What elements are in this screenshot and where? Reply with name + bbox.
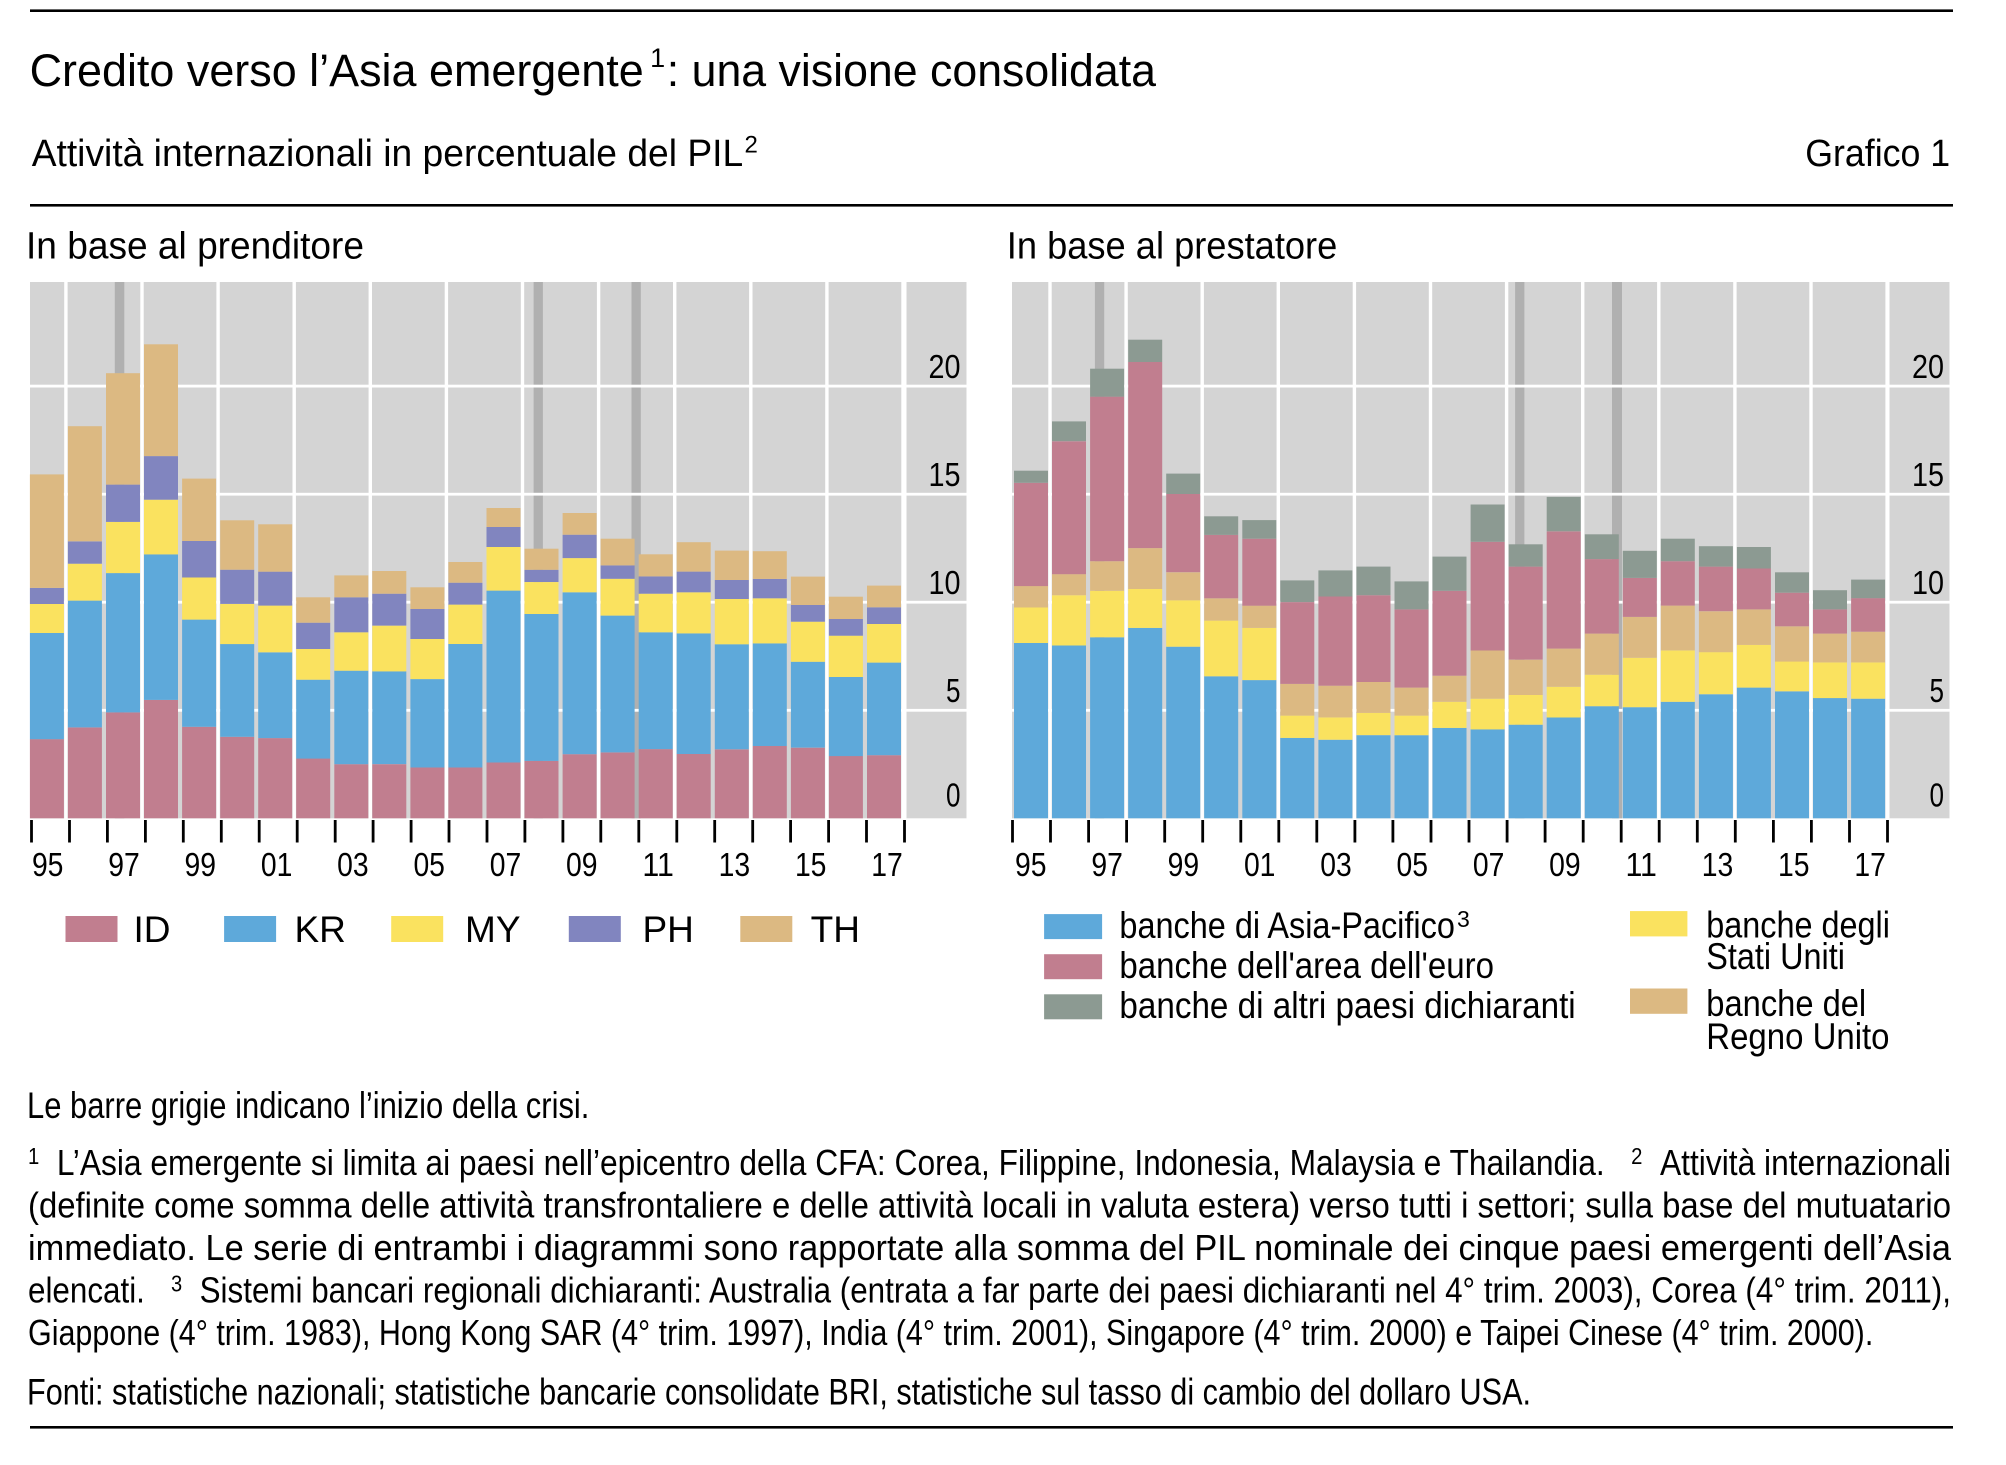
svg-text:Regno Unito: Regno Unito — [1706, 1016, 1889, 1057]
svg-text:09: 09 — [566, 846, 598, 883]
svg-text:immediato. Le serie di entramb: immediato. Le serie di entrambi i diagra… — [28, 1227, 1952, 1268]
svg-text:3: 3 — [1457, 906, 1470, 932]
svg-text:10: 10 — [1912, 564, 1944, 601]
svg-text:PH: PH — [643, 909, 694, 950]
svg-text:05: 05 — [1397, 846, 1429, 883]
svg-text:In base al prestatore: In base al prestatore — [1007, 226, 1338, 268]
svg-text:15: 15 — [1778, 846, 1810, 883]
svg-text:: una visione consolidata: : una visione consolidata — [667, 45, 1157, 96]
svg-text:0: 0 — [946, 776, 961, 813]
svg-text:banche del: banche del — [1706, 983, 1866, 1024]
svg-text:(definite come somma delle att: (definite come somma delle attività tran… — [28, 1185, 1951, 1226]
svg-text:20: 20 — [1912, 348, 1944, 385]
svg-text:17: 17 — [871, 846, 903, 883]
svg-text:10: 10 — [929, 564, 961, 601]
svg-text:20: 20 — [929, 348, 961, 385]
svg-text:07: 07 — [490, 846, 522, 883]
svg-text:97: 97 — [108, 846, 140, 883]
svg-text:MY: MY — [465, 909, 521, 950]
svg-text:15: 15 — [1912, 456, 1944, 493]
svg-text:Attività internazionali in per: Attività internazionali in percentuale d… — [32, 133, 744, 175]
svg-text:15: 15 — [929, 456, 961, 493]
svg-text:01: 01 — [261, 846, 293, 883]
svg-text:ID: ID — [134, 909, 171, 950]
svg-text:99: 99 — [1168, 846, 1200, 883]
svg-text:banche di altri paesi dichiara: banche di altri paesi dichiaranti — [1119, 985, 1575, 1026]
svg-text:03: 03 — [337, 846, 369, 883]
svg-text:5: 5 — [946, 672, 961, 709]
svg-text:97: 97 — [1091, 846, 1123, 883]
svg-text:KR: KR — [295, 909, 346, 950]
svg-text:95: 95 — [32, 846, 64, 883]
svg-text:07: 07 — [1473, 846, 1505, 883]
svg-text:Giappone (4° trim. 1983), Hong: Giappone (4° trim. 1983), Hong Kong SAR … — [28, 1312, 1873, 1353]
svg-text:11: 11 — [642, 846, 674, 883]
svg-text:0: 0 — [1930, 776, 1945, 813]
svg-text:banche di Asia-Pacifico: banche di Asia-Pacifico — [1119, 905, 1455, 946]
svg-text:Le barre grigie indicano l’ini: Le barre grigie indicano l’inizio della … — [27, 1085, 589, 1126]
svg-text:13: 13 — [719, 846, 751, 883]
svg-text:15: 15 — [795, 846, 827, 883]
svg-text:TH: TH — [811, 909, 860, 950]
svg-text:01: 01 — [1244, 846, 1276, 883]
svg-text:Credito verso l’Asia emergente: Credito verso l’Asia emergente — [30, 45, 644, 96]
svg-text:banche dell'area dell'euro: banche dell'area dell'euro — [1119, 945, 1494, 986]
svg-text:5: 5 — [1930, 672, 1945, 709]
svg-text:05: 05 — [413, 846, 445, 883]
svg-text:In base al prenditore: In base al prenditore — [26, 226, 364, 268]
svg-text:95: 95 — [1015, 846, 1047, 883]
svg-text:11: 11 — [1625, 846, 1657, 883]
svg-text:09: 09 — [1549, 846, 1581, 883]
svg-text:elencati. 3 Sistemi bancari: elencati. 3 Sistemi bancari regionali di… — [28, 1270, 1951, 1311]
svg-text:13: 13 — [1702, 846, 1734, 883]
svg-text:1 L’Asia emergente si limita: 1 L’Asia emergente si limita ai paesi ne… — [28, 1142, 1951, 1183]
svg-text:99: 99 — [185, 846, 217, 883]
svg-text:17: 17 — [1854, 846, 1886, 883]
svg-text:Stati Uniti: Stati Uniti — [1706, 936, 1845, 977]
svg-text:1: 1 — [650, 43, 665, 73]
svg-text:Grafico 1: Grafico 1 — [1805, 133, 1950, 175]
svg-text:banche degli: banche degli — [1706, 905, 1890, 946]
svg-text:2: 2 — [745, 132, 758, 159]
svg-text:03: 03 — [1320, 846, 1352, 883]
svg-text:Fonti: statistiche nazionali;: Fonti: statistiche nazionali; statistich… — [27, 1372, 1531, 1413]
